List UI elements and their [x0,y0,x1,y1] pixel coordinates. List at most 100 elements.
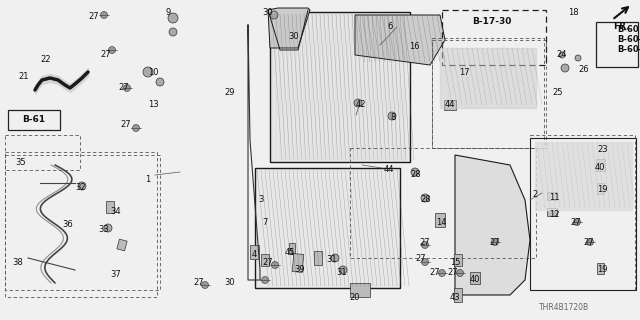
Circle shape [169,28,177,36]
Polygon shape [250,245,259,259]
Text: 23: 23 [597,145,607,154]
Text: 33: 33 [98,225,109,234]
Text: 11: 11 [549,193,559,202]
Polygon shape [596,262,604,274]
Text: 27: 27 [262,258,273,267]
Text: 38: 38 [12,258,23,267]
Text: 39: 39 [294,265,305,274]
Text: 29: 29 [224,88,234,97]
Text: 1: 1 [145,175,150,184]
Text: 28: 28 [410,170,420,179]
Text: 40: 40 [470,275,481,284]
Text: 8: 8 [390,113,396,122]
Circle shape [422,242,429,249]
Text: 15: 15 [450,258,461,267]
Text: 3: 3 [258,195,264,204]
Text: 27: 27 [489,238,500,247]
Polygon shape [455,155,530,295]
Text: 41: 41 [285,248,296,257]
Text: 31: 31 [326,255,337,264]
Circle shape [143,67,153,77]
Text: 14: 14 [436,218,447,227]
Text: 24: 24 [557,50,567,59]
Text: 27: 27 [120,120,131,129]
Circle shape [354,99,362,107]
Text: 2: 2 [532,190,538,199]
Bar [5,152,157,297]
Bar [596,22,638,67]
Polygon shape [314,251,322,265]
Text: 35: 35 [15,158,26,167]
Circle shape [109,46,115,53]
Bar [530,138,636,290]
Circle shape [586,238,593,245]
Circle shape [339,266,347,274]
Text: 25: 25 [553,88,563,97]
Text: 27: 27 [448,268,458,277]
Text: 42: 42 [356,100,367,109]
Bar [432,40,546,148]
Circle shape [270,11,278,19]
Text: B-60-1: B-60-1 [617,36,640,44]
Polygon shape [444,100,456,110]
Polygon shape [595,159,605,171]
Circle shape [168,13,178,23]
Circle shape [78,182,86,190]
Bar [350,148,536,258]
Text: 34: 34 [110,207,120,216]
Circle shape [575,55,581,61]
Bar [255,168,400,288]
Circle shape [132,124,140,132]
Circle shape [156,78,164,86]
Text: 12: 12 [549,210,559,219]
Polygon shape [435,213,445,227]
Polygon shape [454,254,462,266]
Text: 44: 44 [445,100,456,109]
Text: 32: 32 [75,183,86,192]
Text: 5: 5 [288,248,293,257]
Text: 27: 27 [118,83,129,92]
Text: 6: 6 [387,22,393,31]
Polygon shape [355,15,445,65]
Text: 40: 40 [595,163,605,172]
Text: 36: 36 [62,220,73,229]
Circle shape [456,269,463,276]
Polygon shape [106,201,114,213]
Circle shape [559,52,565,58]
Text: 27: 27 [570,218,580,227]
Text: FR.: FR. [613,22,630,31]
Circle shape [411,168,419,176]
Circle shape [492,238,499,245]
Text: 30: 30 [288,32,299,41]
Text: 21: 21 [18,72,29,81]
Bar [432,38,544,148]
Circle shape [422,259,429,266]
Text: 20: 20 [349,293,360,302]
Bar [5,135,80,170]
Circle shape [438,269,445,276]
Circle shape [100,12,108,19]
Text: 18: 18 [568,8,579,17]
Text: 31: 31 [336,268,347,277]
Polygon shape [261,254,269,266]
Text: 27: 27 [193,278,204,287]
Text: B-60: B-60 [617,26,639,35]
Text: 16: 16 [409,42,419,51]
Bar [270,12,410,162]
Text: 27: 27 [415,254,426,263]
Polygon shape [268,8,310,48]
Polygon shape [535,142,632,210]
Circle shape [271,261,278,268]
Polygon shape [547,208,557,216]
Text: 28: 28 [420,195,431,204]
Text: 44: 44 [384,165,394,174]
Text: B-60-2: B-60-2 [617,45,640,54]
Text: 27: 27 [88,12,99,21]
Polygon shape [470,272,480,284]
Text: 27: 27 [429,268,440,277]
Text: 19: 19 [597,265,607,274]
Polygon shape [289,243,295,253]
Text: 27: 27 [583,238,594,247]
Circle shape [124,84,131,92]
Text: 30: 30 [262,8,273,17]
